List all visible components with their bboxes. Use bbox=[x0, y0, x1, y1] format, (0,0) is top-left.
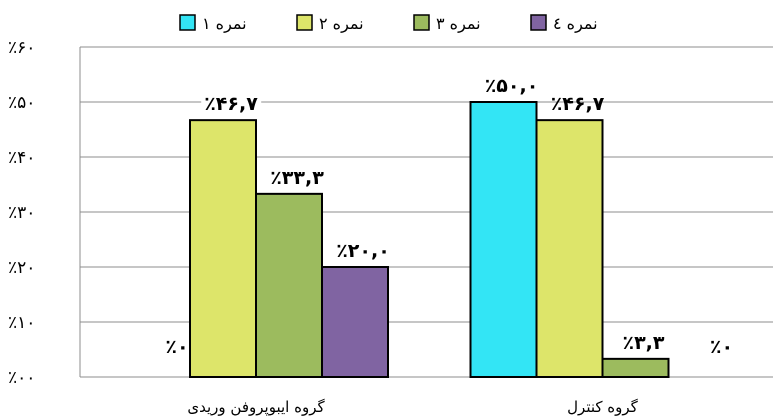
y-tick-label: ٪۱۰ bbox=[8, 313, 35, 333]
data-label: ٪۵۰,۰ bbox=[485, 75, 539, 97]
data-label: ٪۰ bbox=[165, 336, 188, 358]
data-label: ٪۴۶,۷ bbox=[204, 93, 258, 115]
y-tick-label: ٪۵۰ bbox=[8, 93, 35, 113]
data-label: ٪۴۶,۷ bbox=[551, 93, 605, 115]
legend-label: نمره ۳ bbox=[436, 14, 481, 34]
y-axis: ٪۰۰ ٪۱۰ ٪۲۰ ٪۳۰ ٪۴۰ ٪۵۰ ٪۶۰ bbox=[8, 38, 81, 388]
data-label: ٪۲۰,۰ bbox=[336, 240, 390, 262]
y-tick-label: ٪۶۰ bbox=[8, 38, 35, 58]
bars bbox=[189, 101, 670, 379]
x-axis: گروه ایبوپروفن وریدی گروه کنترل bbox=[187, 398, 638, 417]
data-label: ٪۰ bbox=[710, 336, 733, 358]
bar bbox=[469, 101, 538, 378]
bar bbox=[189, 119, 257, 379]
bar bbox=[321, 266, 389, 378]
x-category-label: گروه کنترل bbox=[567, 398, 639, 416]
y-tick-label: ٪۳۰ bbox=[8, 203, 35, 223]
gridlines bbox=[80, 46, 773, 378]
y-tick-label: ٪۰۰ bbox=[8, 368, 35, 388]
legend-label: نمره ۱ bbox=[202, 14, 247, 34]
legend-swatch bbox=[530, 14, 547, 31]
y-tick-label: ٪۲۰ bbox=[8, 258, 35, 278]
bar bbox=[601, 357, 670, 379]
legend-swatch bbox=[179, 14, 196, 31]
data-label: ٪۳,۳ bbox=[622, 332, 664, 354]
legend-label: نمره ٤ bbox=[553, 14, 598, 34]
data-label: ٪۳۳,۳ bbox=[270, 167, 324, 189]
legend-swatch bbox=[413, 14, 430, 31]
y-tick-label: ٪۴۰ bbox=[8, 148, 35, 168]
x-category-label: گروه ایبوپروفن وریدی bbox=[187, 398, 325, 417]
bar bbox=[535, 119, 604, 379]
data-labels: ٪۰ ٪۴۶,۷ ٪۳۳,۳ ٪۲۰,۰ ٪۵۰,۰ ٪۴۶,۷ ٪۳,۳ ٪۰ bbox=[165, 75, 733, 358]
bar bbox=[255, 192, 323, 378]
legend: نمره ۱ نمره ۲ نمره ۳ نمره ٤ bbox=[179, 14, 598, 34]
legend-label: نمره ۲ bbox=[319, 14, 364, 34]
legend-swatch bbox=[296, 14, 313, 31]
data-label-background bbox=[201, 92, 262, 117]
